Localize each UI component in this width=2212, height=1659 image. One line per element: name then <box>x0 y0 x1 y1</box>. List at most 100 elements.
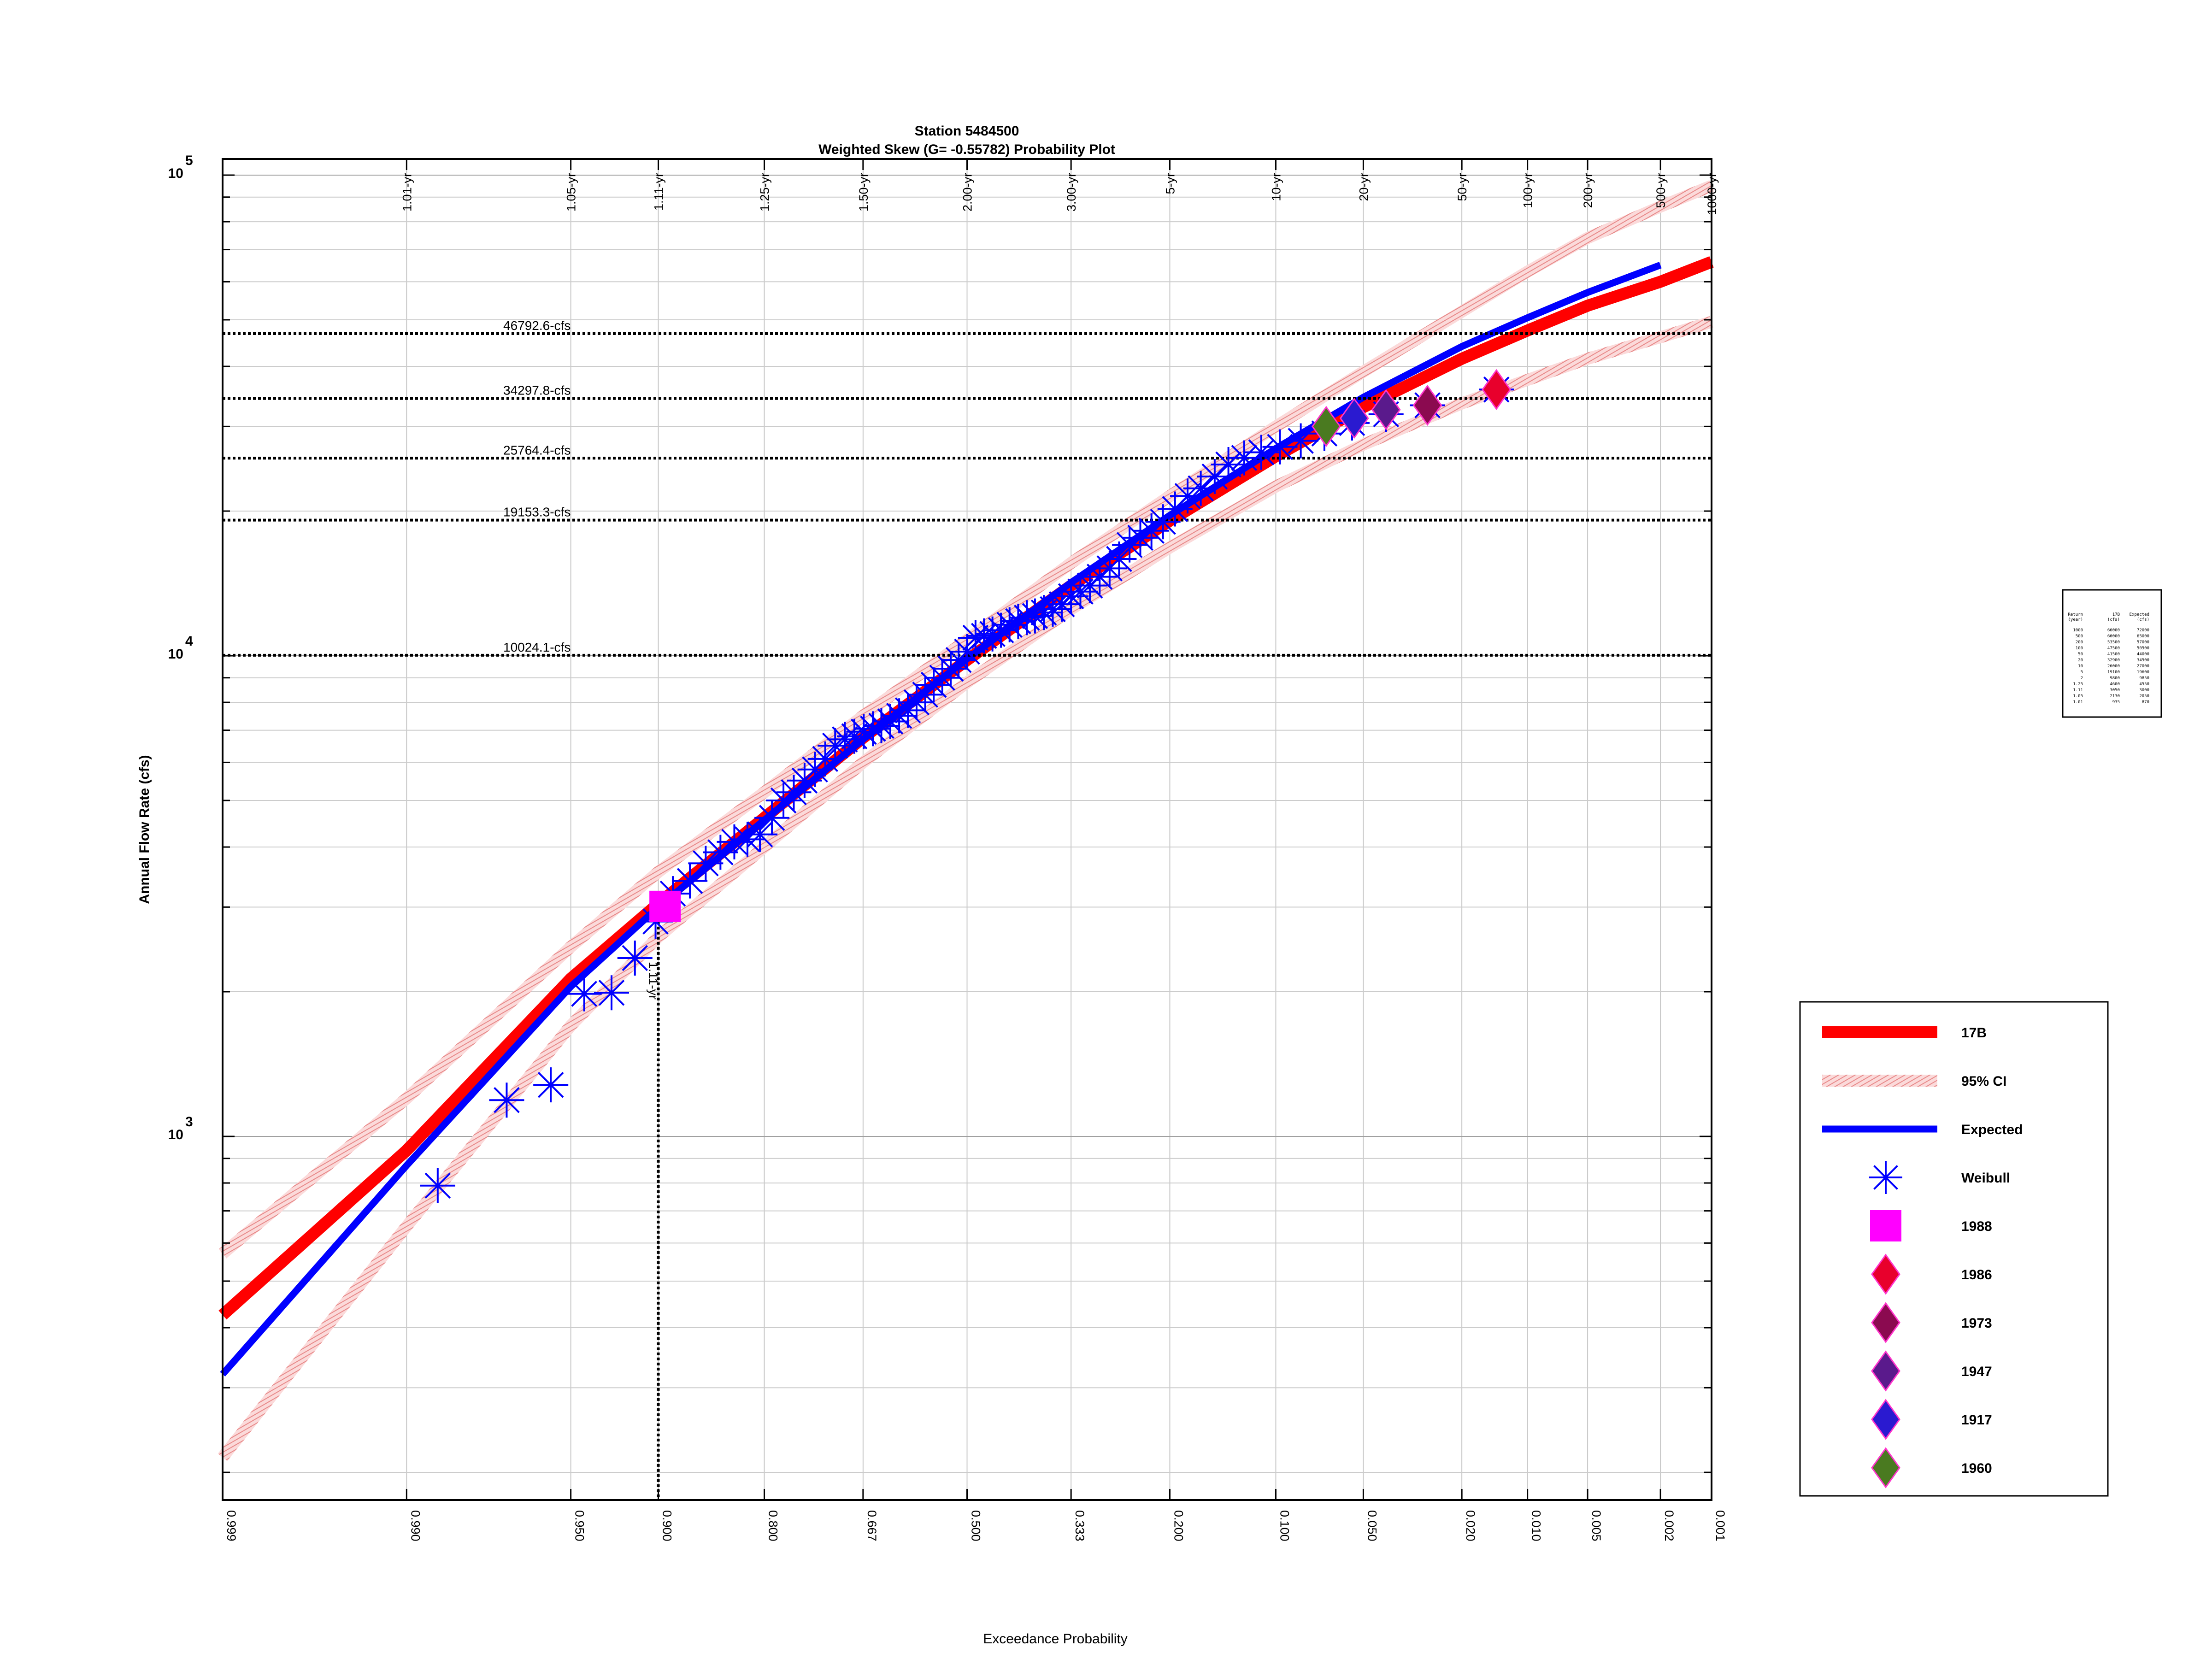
asterisk-stroke <box>537 1071 564 1098</box>
legend-label: 1973 <box>1961 1316 1992 1331</box>
return-period-label-100-yr: 100-yr <box>1521 173 1535 208</box>
weibull-point <box>1123 520 1158 555</box>
reference-line-label: 25764.4-cfs <box>503 443 571 457</box>
table-cell: 60000 <box>2107 634 2120 639</box>
weibull-point <box>420 1168 455 1203</box>
data-markers <box>420 369 1514 1203</box>
table-cell: 3000 <box>2139 688 2149 693</box>
weibull-point <box>1112 527 1147 563</box>
legend-item-1947: 1947 <box>1871 1350 1992 1392</box>
legend-item-1973: 1973 <box>1871 1302 1992 1343</box>
weibull-point <box>729 822 765 857</box>
legend-label: Expected <box>1961 1122 2023 1137</box>
table-header-cell: (year) <box>2068 618 2083 622</box>
legend-swatch <box>1871 1302 1900 1343</box>
asterisk-stroke <box>850 718 877 745</box>
weibull-point <box>617 940 653 976</box>
table-cell: 100 <box>2076 646 2083 651</box>
weibull-point <box>1211 447 1246 482</box>
asterisk-stroke <box>693 850 719 877</box>
legend-label: 1988 <box>1961 1219 1992 1234</box>
return-period-label-500-yr: 500-yr <box>1654 173 1668 208</box>
asterisk-stroke <box>1201 463 1228 490</box>
legend-item-1988: 1988 <box>1870 1210 1992 1241</box>
legend-item-expected: Expected <box>1822 1122 2023 1137</box>
asterisk-stroke <box>1248 439 1275 465</box>
reference-lines: 46792.6-cfs 34297.8-cfs 25764.4-cfs 19153.3… <box>223 318 1712 1500</box>
vertical-marker-label: 1.11-yr <box>647 962 660 1000</box>
legend-swatch <box>1871 1447 1900 1488</box>
legend-item-1986: 1986 <box>1871 1253 1992 1295</box>
asterisk-stroke <box>1288 428 1314 454</box>
asterisk-stroke <box>1058 583 1084 610</box>
legend-label: 1917 <box>1961 1412 1992 1428</box>
x-tick-label: 0.001 <box>1713 1510 1727 1541</box>
legend: 17B 95% CI Expected Weibull 1988 1986 1973 1947… <box>1799 1001 2109 1497</box>
asterisk-stroke <box>677 868 703 894</box>
table-cell: 19100 <box>2107 670 2120 675</box>
return-period-label-5-yr: 5-yr <box>1163 173 1177 194</box>
table-cell: 1.05 <box>2073 694 2083 699</box>
return-period-label-200-yr: 200-yr <box>1581 173 1595 208</box>
table-cell: 2130 <box>2110 694 2120 699</box>
table-cell: 65000 <box>2137 634 2149 639</box>
asterisk-stroke <box>1231 445 1258 471</box>
asterisk-stroke <box>707 839 734 865</box>
grid-lines <box>222 159 1712 1500</box>
table-cell: 26000 <box>2107 664 2120 669</box>
reference-line-label: 19153.3-cfs <box>503 505 571 519</box>
legend-label: Weibull <box>1961 1171 2010 1186</box>
legend-swatch <box>1869 1161 1902 1194</box>
table-cell: 2 <box>2081 676 2083 681</box>
return-period-label-1-50-yr: 1.50-yr <box>857 173 871 212</box>
table-cell: 935 <box>2112 700 2120 705</box>
reference-line-label: 34297.8-cfs <box>503 383 571 398</box>
table-cell: 32900 <box>2107 658 2120 663</box>
reference-line-label: 46792.6-cfs <box>503 318 571 333</box>
legend-swatch <box>1871 1350 1900 1392</box>
y-tick-exponent: 3 <box>185 1114 193 1130</box>
table-cell: 2050 <box>2139 694 2149 699</box>
x-tick-label: 0.990 <box>408 1510 422 1541</box>
weibull-point <box>566 976 602 1012</box>
weibull-point <box>1170 478 1206 514</box>
table-cell: 500 <box>2076 634 2083 639</box>
weibull-point <box>1101 541 1137 577</box>
legend-item-1960: 1960 <box>1871 1447 1992 1488</box>
asterisk-stroke <box>494 1087 520 1113</box>
y-tick-exponent: 4 <box>185 634 193 649</box>
x-tick-label: 0.999 <box>224 1510 238 1541</box>
table-cell: 50 <box>2078 652 2083 657</box>
x-tick-label: 0.100 <box>1277 1510 1291 1541</box>
legend-item-weibull: Weibull <box>1869 1161 2010 1194</box>
chart-title: Station 5484500 <box>915 124 1019 139</box>
weibull-point <box>818 728 853 764</box>
weibull-point <box>594 975 629 1011</box>
asterisk-stroke <box>424 1172 451 1199</box>
summary-table-frame <box>2062 589 2162 718</box>
x-tick-label: 0.020 <box>1464 1510 1477 1541</box>
table-cell: 44000 <box>2137 652 2149 657</box>
legend-swatch <box>1871 1399 1900 1440</box>
return-period-label-1-25-yr: 1.25-yr <box>758 173 772 212</box>
legend-item-17b: 17B <box>1822 1025 1987 1041</box>
return-period-label-20-yr: 20-yr <box>1357 173 1371 201</box>
weibull-point <box>533 1067 569 1103</box>
legend-swatch <box>1870 1210 1901 1241</box>
x-tick-label: 0.667 <box>865 1510 879 1541</box>
x-tick-label: 0.950 <box>573 1510 587 1541</box>
table-cell: 66000 <box>2107 628 2120 633</box>
legend-label: 17B <box>1961 1025 1987 1041</box>
asterisk-stroke <box>1106 546 1132 572</box>
x-tick-label: 0.200 <box>1171 1510 1185 1541</box>
table-header-cell: Expected <box>2130 612 2149 617</box>
asterisk-stroke <box>1873 1165 1898 1190</box>
weibull-point <box>489 1082 524 1118</box>
return-period-label-1000-yr: 1000-yr <box>1705 173 1719 215</box>
chart-subtitle: Weighted Skew (G= -0.55782) Probability … <box>818 142 1115 157</box>
table-cell: 4600 <box>2110 682 2120 687</box>
asterisk-stroke <box>1127 524 1153 551</box>
x-tick-label: 0.050 <box>1365 1510 1379 1541</box>
x-tick-label: 0.002 <box>1662 1510 1676 1541</box>
weibull-point <box>672 863 708 899</box>
